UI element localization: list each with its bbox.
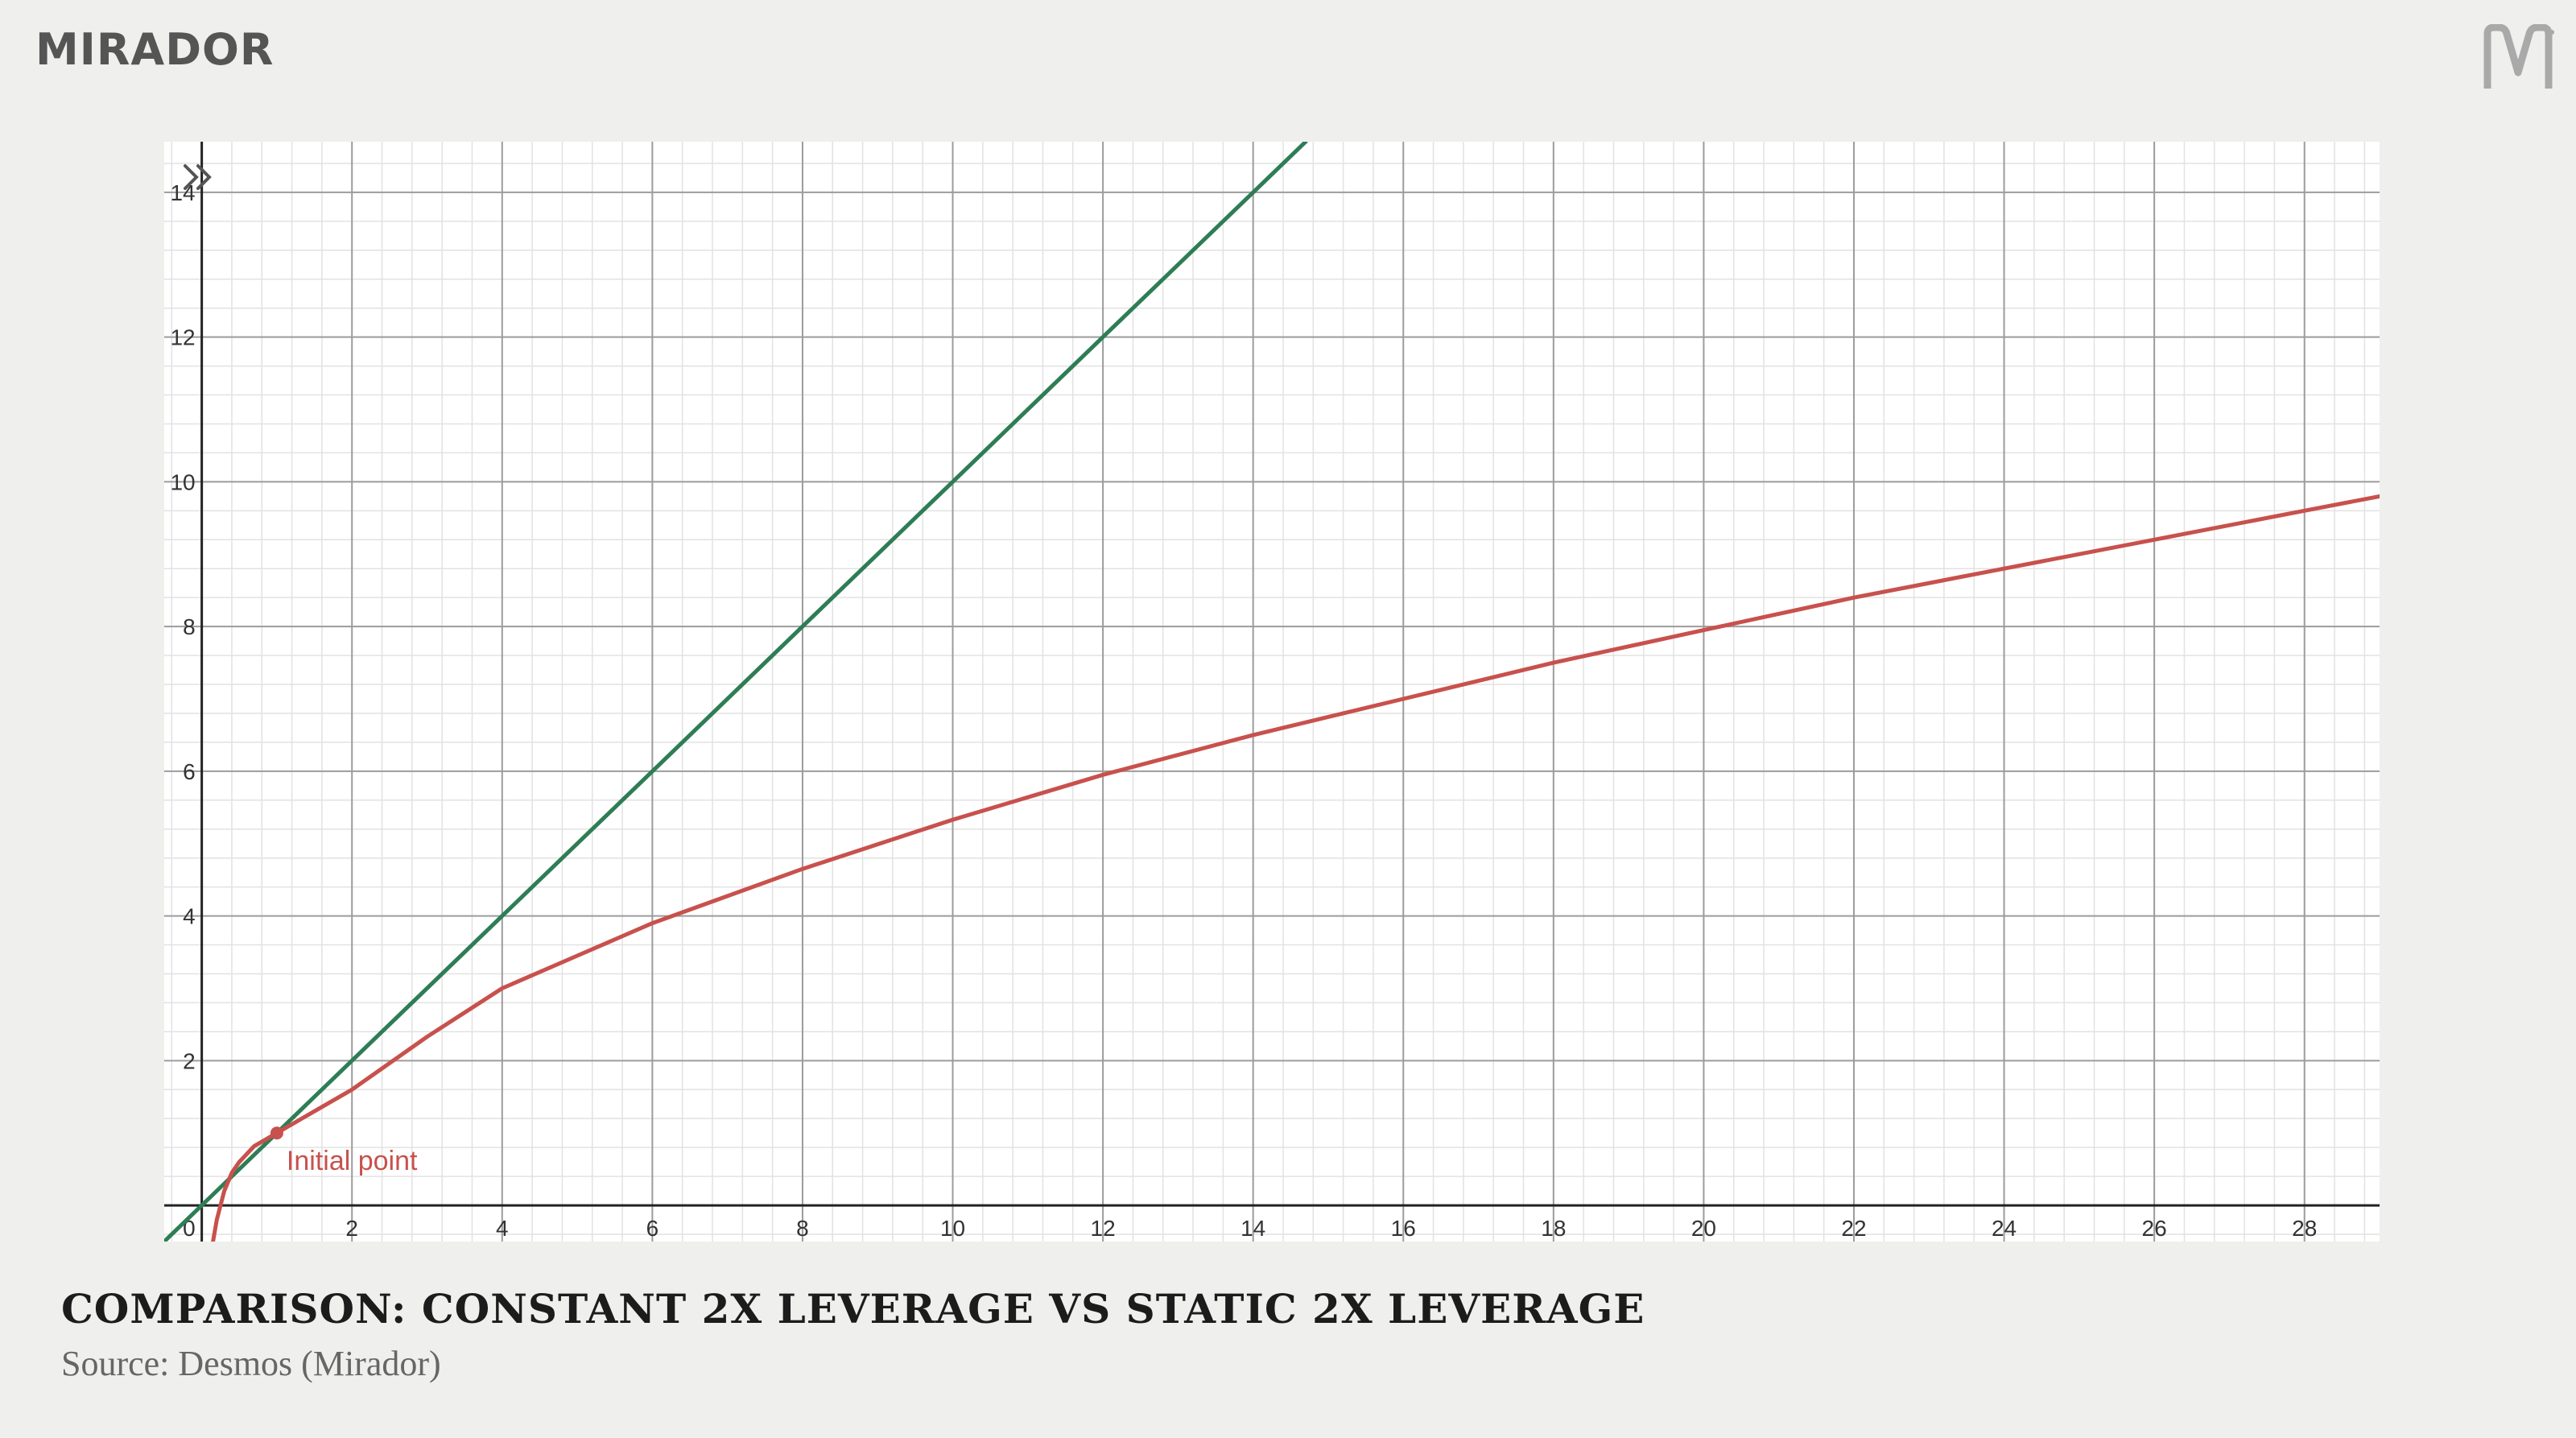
y-tick-label: 2 — [183, 1048, 196, 1073]
series-line-red — [211, 494, 2380, 1242]
chart-svg: 2 4 6 8 10 12 14 16 18 20 22 24 26 2824681012140Initi… — [164, 142, 2380, 1242]
figure-title: COMPARISON: CONSTANT 2X LEVERAGE VS STAT… — [61, 1285, 1645, 1333]
figure-source: Source: Desmos (Mirador) — [61, 1344, 441, 1383]
mirador-m-logo-icon — [2483, 24, 2554, 89]
chart-area: 2 4 6 8 10 12 14 16 18 20 22 24 26 28 2 4 6 8 10 12 14 0 Initi… — [164, 142, 2380, 1242]
series-line-green — [164, 142, 1308, 1242]
x-tick-label: 4 — [496, 1216, 509, 1241]
x-tick-label: 14 — [1241, 1216, 1265, 1241]
x-tick-label: 10 — [940, 1216, 965, 1241]
y-tick-label: 6 — [183, 759, 196, 784]
major-gridlines — [164, 142, 2380, 1242]
x-tick-label: 20 — [1691, 1216, 1716, 1241]
y-tick-label: 8 — [183, 614, 196, 639]
double-chevron-icon[interactable] — [180, 161, 216, 193]
initial-point-label: Initial point — [287, 1146, 418, 1176]
x-tick-label: 12 — [1091, 1216, 1116, 1241]
y-tick-label: 10 — [170, 469, 195, 494]
x-tick-label: 18 — [1541, 1216, 1566, 1241]
x-tick-label: 8 — [796, 1216, 809, 1241]
initial-point-marker — [270, 1126, 283, 1140]
x-tick-label: 2 — [345, 1216, 358, 1241]
x-tick-label: 16 — [1391, 1216, 1416, 1241]
plot-background — [164, 142, 2380, 1242]
y-tick-label: 4 — [183, 904, 196, 929]
x-tick-label: 24 — [1992, 1216, 2017, 1241]
x-tick-label: 6 — [646, 1216, 659, 1241]
brand-logo-text: MIRADOR — [35, 24, 275, 75]
x-tick-label: 26 — [2142, 1216, 2167, 1241]
y-tick-label: 12 — [170, 325, 195, 350]
x-tick-label: 28 — [2292, 1216, 2317, 1241]
x-tick-label: 22 — [1841, 1216, 1866, 1241]
